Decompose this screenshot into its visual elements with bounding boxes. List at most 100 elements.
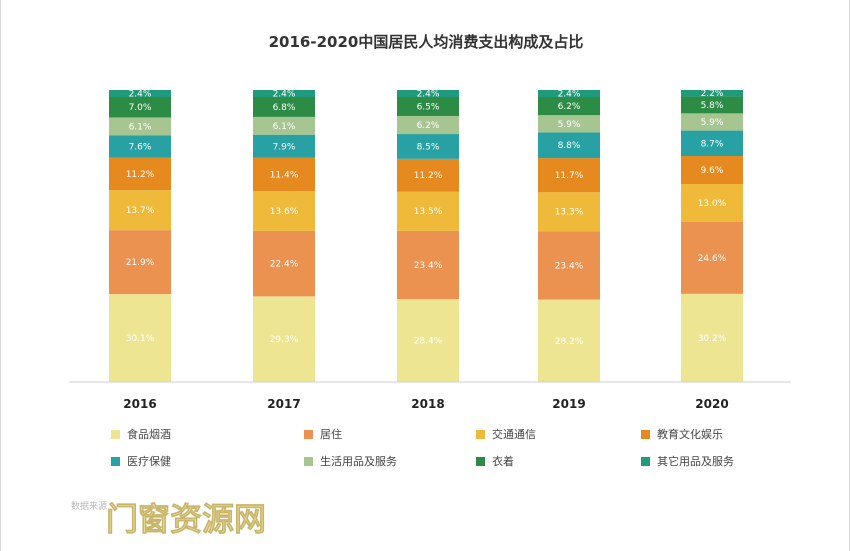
data-label-2020-3: 9.6% — [701, 166, 724, 176]
bars-group: 30.1% 21.9% 13.7% 11.2% 7.6% 6.1% 7.0% 2.4% 29.3… — [109, 89, 743, 382]
bar-segment-2016-2 — [109, 190, 171, 231]
data-label-2020-6: 5.8% — [701, 101, 724, 111]
data-label-2019-7: 2.4% — [558, 90, 581, 100]
legend-swatch-3 — [641, 430, 650, 439]
bar-segment-2016-6 — [109, 97, 171, 118]
bar-segment-2018-4 — [397, 134, 459, 159]
data-label-2017-0: 29.3% — [270, 335, 299, 345]
data-label-2018-6: 6.5% — [417, 102, 440, 112]
bar-segment-2019-0 — [538, 299, 600, 382]
data-label-2018-7: 2.4% — [417, 90, 440, 100]
bar-segment-2020-2 — [681, 184, 743, 222]
bar-segment-2016-3 — [109, 157, 171, 191]
bar-segment-2018-0 — [397, 299, 459, 382]
legend-swatch-2 — [476, 430, 485, 439]
bar-segment-2020-4 — [681, 130, 743, 156]
data-label-2016-1: 21.9% — [126, 258, 155, 268]
source-note: 数据来源 — [71, 500, 107, 512]
bar-segment-2017-3 — [253, 157, 315, 192]
legend-label-6: 衣着 — [492, 454, 514, 468]
legend-swatch-1 — [304, 430, 313, 439]
bar-segment-2017-0 — [253, 296, 315, 382]
data-label-2016-2: 13.7% — [126, 206, 155, 216]
bar-segment-2016-5 — [109, 117, 171, 136]
bar-segment-2017-4 — [253, 134, 315, 158]
bar-segment-2019-4 — [538, 132, 600, 159]
data-label-2017-2: 13.6% — [270, 207, 299, 217]
legend-swatch-0 — [111, 430, 120, 439]
bar-segment-2016-7 — [109, 90, 171, 98]
bar-segment-2018-6 — [397, 97, 459, 116]
bar-segment-2020-5 — [681, 113, 743, 131]
bar-segment-2016-4 — [109, 135, 171, 158]
data-label-2019-5: 5.9% — [558, 120, 581, 130]
data-label-2020-1: 24.6% — [698, 254, 727, 264]
bar-segment-2017-7 — [253, 90, 315, 98]
data-label-2017-3: 11.4% — [270, 170, 299, 180]
x-tick-label-2016: 2016 — [123, 397, 156, 411]
legend-swatch-7 — [641, 457, 650, 466]
legend-swatch-5 — [304, 457, 313, 466]
legend-label-1: 居住 — [320, 427, 342, 441]
data-label-2016-5: 6.1% — [129, 122, 152, 132]
bar-segment-2019-5 — [538, 115, 600, 133]
data-label-2019-4: 8.8% — [558, 141, 581, 151]
bar-segment-2020-3 — [681, 155, 743, 185]
legend-label-3: 教育文化娱乐 — [657, 427, 723, 441]
legend-label-0: 食品烟酒 — [127, 427, 171, 441]
legend-swatch-6 — [476, 457, 485, 466]
bar-segment-2017-2 — [253, 191, 315, 231]
chart-title: 2016-2020中国居民人均消费支出构成及占比 — [269, 33, 584, 51]
bar-segment-2019-7 — [538, 90, 600, 98]
data-label-2016-7: 2.4% — [129, 90, 152, 100]
data-label-2019-2: 13.3% — [555, 208, 584, 218]
bar-segment-2017-5 — [253, 116, 315, 135]
bar-segment-2019-6 — [538, 97, 600, 116]
data-label-2018-4: 8.5% — [417, 142, 440, 152]
data-label-2020-0: 30.2% — [698, 334, 727, 344]
data-label-2019-0: 28.2% — [555, 337, 584, 347]
data-label-2018-0: 28.4% — [414, 337, 443, 347]
legend-label-5: 生活用品及服务 — [320, 454, 397, 468]
bar-segment-2018-1 — [397, 230, 459, 300]
bar-segment-2019-1 — [538, 231, 600, 300]
bar-segment-2020-1 — [681, 221, 743, 294]
data-label-2016-4: 7.6% — [129, 142, 152, 152]
data-label-2019-1: 23.4% — [555, 261, 584, 271]
x-tick-label-2020: 2020 — [695, 397, 728, 411]
data-label-2017-6: 6.8% — [273, 103, 296, 113]
x-tick-label-2017: 2017 — [267, 397, 300, 411]
bar-segment-2018-7 — [397, 90, 459, 98]
legend-label-4: 医疗保健 — [127, 454, 171, 468]
bar-segment-2018-3 — [397, 158, 459, 192]
data-label-2018-5: 6.2% — [417, 121, 440, 131]
x-axis-ticks: 2016 2017 2018 2019 2020 — [123, 397, 728, 411]
data-label-2017-4: 7.9% — [273, 142, 296, 152]
bar-segment-2020-7 — [681, 90, 743, 97]
bar-segment-2018-2 — [397, 191, 459, 231]
data-label-2018-2: 13.5% — [414, 207, 443, 217]
data-label-2019-3: 11.7% — [555, 171, 584, 181]
data-label-2016-6: 7.0% — [129, 103, 152, 113]
bar-segment-2018-5 — [397, 115, 459, 135]
x-tick-label-2018: 2018 — [411, 397, 444, 411]
legend-swatch-4 — [111, 457, 120, 466]
data-label-2016-3: 11.2% — [126, 170, 155, 180]
x-tick-label-2019: 2019 — [552, 397, 585, 411]
bar-segment-2017-6 — [253, 97, 315, 117]
data-label-2019-6: 6.2% — [558, 102, 581, 112]
data-label-2018-3: 11.2% — [414, 171, 443, 181]
data-label-2016-0: 30.1% — [126, 334, 155, 344]
data-label-2020-7: 2.2% — [701, 89, 724, 99]
data-label-2017-5: 6.1% — [273, 122, 296, 132]
legend-label-7: 其它用品及服务 — [657, 454, 734, 468]
bar-segment-2017-1 — [253, 230, 315, 297]
data-label-2017-1: 22.4% — [270, 260, 299, 270]
bar-segment-2020-0 — [681, 293, 743, 382]
bar-segment-2020-6 — [681, 96, 743, 114]
data-label-2020-2: 13.0% — [698, 199, 727, 209]
data-label-2018-1: 23.4% — [414, 261, 443, 271]
